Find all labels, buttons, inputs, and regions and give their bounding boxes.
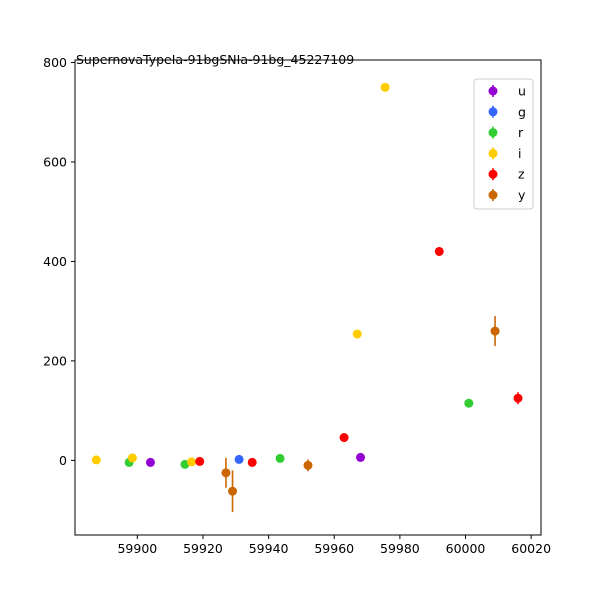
x-tick-label: 59980 (380, 541, 420, 556)
data-point (303, 460, 313, 470)
data-point (187, 457, 196, 467)
data-layer (91, 82, 523, 513)
data-point (91, 455, 101, 465)
data-point (221, 468, 231, 478)
legend-label: i (518, 146, 521, 161)
legend-item-g: g (488, 104, 526, 119)
y-tick-label: 600 (43, 154, 67, 169)
legend-label: y (518, 188, 526, 203)
x-tick-label: 59900 (117, 541, 157, 556)
data-point (195, 456, 205, 466)
data-point (380, 82, 390, 92)
data-point (513, 393, 523, 403)
axis-ticks: 59900 59920 59940 59960 59980 60000 60020 0 200 4… (43, 55, 551, 556)
legend-item-y: y (488, 188, 526, 203)
legend-marker (488, 169, 498, 179)
series-u (145, 452, 366, 467)
data-point (127, 453, 137, 463)
legend-item-i: i (488, 146, 521, 161)
data-point (339, 433, 349, 443)
series-g (234, 454, 244, 464)
legend-item-r: r (488, 125, 524, 140)
legend-label: g (518, 104, 526, 119)
y-tick-label: 200 (43, 353, 67, 368)
data-point (352, 329, 362, 339)
legend-marker (488, 107, 498, 117)
y-tick-label: 400 (43, 254, 67, 269)
legend-marker (488, 148, 498, 158)
legend-item-z: z (488, 167, 525, 182)
legend-marker (488, 86, 498, 96)
data-point (234, 454, 244, 464)
data-point (145, 457, 155, 467)
legend-marker (488, 128, 498, 138)
series-i (91, 82, 390, 467)
plot-frame (74, 59, 542, 536)
data-point (247, 457, 257, 467)
data-point (275, 453, 285, 463)
x-tick-label: 59960 (314, 541, 354, 556)
x-tick-label: 60020 (511, 541, 551, 556)
data-point (228, 486, 238, 496)
legend-marker (488, 190, 498, 200)
series-z (195, 246, 523, 467)
x-tick-label: 59920 (183, 541, 223, 556)
data-point (434, 246, 444, 256)
data-point (356, 452, 366, 462)
legend-label: z (518, 167, 525, 182)
data-point (464, 398, 474, 408)
x-tick-label: 60000 (446, 541, 486, 556)
y-tick-label: 800 (43, 55, 67, 70)
legend-label: u (518, 84, 526, 99)
legend-label: r (518, 125, 524, 140)
x-tick-label: 59940 (249, 541, 289, 556)
series-y (221, 316, 500, 513)
y-tick-label: 0 (59, 453, 67, 468)
data-point (490, 326, 500, 336)
legend-item-u: u (488, 84, 526, 99)
